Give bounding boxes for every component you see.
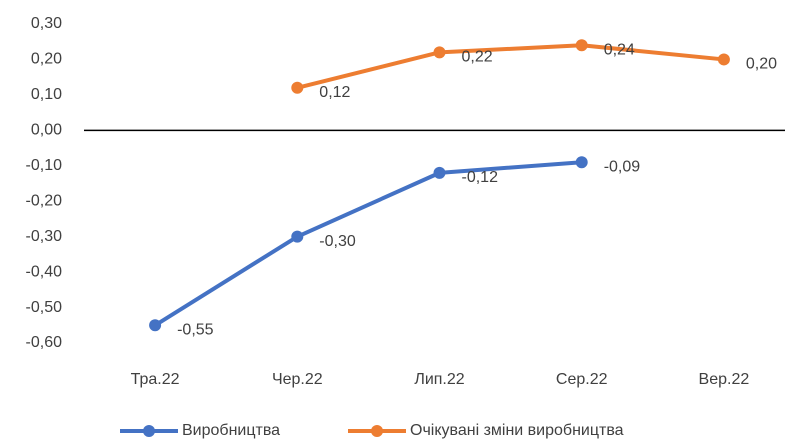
x-tick-label: Лип.22 bbox=[414, 371, 464, 388]
legend-label: Очікувані зміни виробництва bbox=[410, 422, 624, 439]
y-tick-label: -0,50 bbox=[26, 299, 63, 316]
data-label: -0,55 bbox=[177, 321, 214, 338]
data-label: 0,24 bbox=[604, 41, 635, 58]
point-marker bbox=[433, 166, 446, 179]
point-marker bbox=[291, 81, 304, 94]
y-tick-label: -0,60 bbox=[26, 334, 63, 351]
data-label: -0,12 bbox=[462, 169, 499, 186]
x-tick-label: Чер.22 bbox=[272, 371, 323, 388]
x-tick-label: Тра.22 bbox=[131, 371, 180, 388]
data-label: -0,09 bbox=[604, 158, 641, 175]
y-tick-label: 0,20 bbox=[31, 51, 62, 68]
legend-marker bbox=[371, 425, 383, 437]
data-label: 0,20 bbox=[746, 56, 777, 73]
point-marker bbox=[433, 46, 446, 59]
point-marker bbox=[575, 39, 588, 52]
y-tick-label: -0,30 bbox=[26, 228, 63, 245]
y-tick-label: 0,00 bbox=[31, 122, 62, 139]
series-line bbox=[154, 160, 582, 327]
point-marker bbox=[291, 230, 304, 243]
y-tick-label: 0,30 bbox=[31, 15, 62, 32]
legend-label: Виробництва bbox=[182, 422, 280, 439]
point-marker bbox=[717, 53, 730, 66]
data-label: 0,12 bbox=[319, 84, 350, 101]
data-label: -0,30 bbox=[319, 233, 356, 250]
point-marker bbox=[149, 319, 162, 332]
series-line bbox=[296, 43, 725, 90]
x-tick-label: Вер.22 bbox=[699, 371, 750, 388]
y-tick-label: 0,10 bbox=[31, 86, 62, 103]
y-tick-label: -0,10 bbox=[26, 157, 63, 174]
legend-marker bbox=[143, 425, 155, 437]
y-tick-label: -0,40 bbox=[26, 263, 63, 280]
y-tick-label: -0,20 bbox=[26, 192, 63, 209]
data-label: 0,22 bbox=[462, 49, 493, 66]
point-marker bbox=[575, 156, 588, 169]
x-tick-label: Сер.22 bbox=[556, 371, 608, 388]
